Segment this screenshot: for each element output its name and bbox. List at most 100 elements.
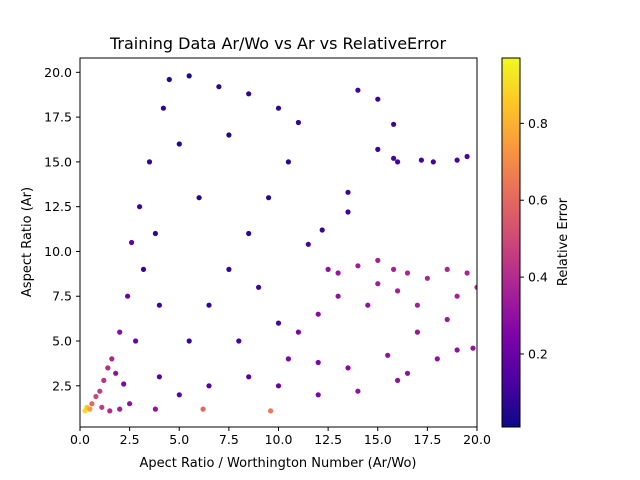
x-tick-label: 7.5 [219, 432, 239, 447]
y-tick-label: 7.5 [52, 289, 72, 304]
x-tick-label: 5.0 [169, 432, 189, 447]
data-point [156, 302, 162, 308]
data-point [285, 356, 291, 362]
data-point [375, 146, 381, 152]
x-axis-label: Apect Ratio / Worthington Number (Ar/Wo) [140, 456, 417, 471]
data-point [176, 392, 182, 398]
data-point [424, 275, 430, 281]
data-point [127, 401, 133, 407]
x-tick-label: 10.0 [265, 432, 293, 447]
plot-frame [79, 57, 478, 428]
data-point [345, 209, 351, 215]
data-point [375, 257, 381, 263]
y-tick-label: 17.5 [44, 110, 72, 125]
data-point [315, 311, 321, 317]
data-point [454, 157, 460, 163]
data-point [355, 87, 361, 93]
data-point [200, 406, 206, 412]
data-point [395, 377, 401, 383]
y-tick-label: 20.0 [44, 65, 72, 80]
data-point [414, 302, 420, 308]
data-point [275, 383, 282, 389]
data-point [325, 266, 331, 272]
data-point [117, 406, 123, 412]
data-point [295, 119, 301, 126]
data-point [268, 408, 274, 414]
data-point [395, 159, 401, 165]
data-point [226, 266, 232, 272]
data-point [454, 347, 460, 353]
data-point [355, 388, 361, 394]
data-point [87, 406, 93, 412]
data-point [315, 359, 321, 366]
data-point [418, 157, 424, 163]
data-point [275, 320, 282, 326]
y-tick-label: 5.0 [52, 334, 72, 349]
data-point [226, 132, 232, 138]
data-point [89, 401, 95, 407]
data-point [355, 263, 361, 269]
data-point [391, 121, 397, 127]
y-tick-label: 12.5 [44, 199, 72, 214]
data-point [137, 204, 143, 210]
colorbar [501, 57, 521, 428]
data-point [133, 338, 139, 344]
colorbar-tick-label: 0.8 [528, 116, 548, 131]
data-point [464, 270, 470, 276]
data-point [430, 159, 436, 165]
data-point [246, 230, 252, 237]
chart-title: Training Data Ar/Wo vs Ar vs RelativeErr… [109, 34, 447, 53]
data-point [152, 406, 158, 412]
y-tick-label: 10.0 [44, 244, 72, 259]
data-point [156, 374, 162, 380]
data-point [166, 76, 172, 83]
data-point [125, 293, 131, 299]
data-point [319, 227, 325, 233]
data-point [385, 352, 391, 358]
colorbar-ticks: 0.2 0.4 0.6 0.8 [520, 116, 548, 361]
data-point [305, 241, 311, 247]
data-point [186, 338, 192, 344]
data-point [404, 270, 411, 276]
data-point [365, 302, 371, 308]
data-point [335, 293, 341, 299]
colorbar-tick-label: 0.2 [528, 346, 548, 361]
x-axis-ticks: 0.0 2.5 5.0 7.5 10.0 12.5 15.0 17.5 20.0 [70, 427, 491, 447]
data-point [444, 316, 450, 323]
y-axis-label: Aspect Ratio (Ar) [20, 187, 35, 297]
data-point [315, 392, 321, 398]
data-point [196, 195, 202, 201]
data-point [474, 284, 477, 290]
data-point [256, 284, 262, 290]
data-point [345, 365, 351, 371]
colorbar-tick-label: 0.4 [528, 270, 548, 285]
data-point [395, 288, 401, 294]
data-point [160, 105, 166, 111]
data-point [186, 73, 192, 79]
data-point [129, 239, 135, 246]
colorbar-label: Relative Error [556, 197, 571, 286]
data-point [99, 404, 105, 410]
data-point [391, 266, 397, 272]
y-tick-label: 2.5 [52, 378, 72, 393]
data-point [236, 338, 242, 344]
x-tick-label: 20.0 [463, 432, 491, 447]
data-point [275, 105, 282, 111]
x-tick-label: 12.5 [314, 432, 342, 447]
data-point [335, 270, 341, 276]
data-point [375, 281, 381, 287]
data-point [375, 96, 381, 102]
data-point [246, 374, 252, 380]
data-point [105, 365, 111, 371]
data-point [391, 155, 397, 161]
data-point [216, 84, 222, 90]
data-point [464, 153, 470, 160]
y-axis-ticks: 2.5 5.0 7.5 10.0 12.5 15.0 17.5 20.0 [44, 65, 80, 393]
data-point [109, 356, 115, 362]
x-tick-label: 17.5 [413, 432, 441, 447]
y-tick-label: 15.0 [44, 154, 72, 169]
data-point [121, 381, 127, 387]
data-point [146, 159, 153, 165]
data-point [470, 345, 476, 351]
